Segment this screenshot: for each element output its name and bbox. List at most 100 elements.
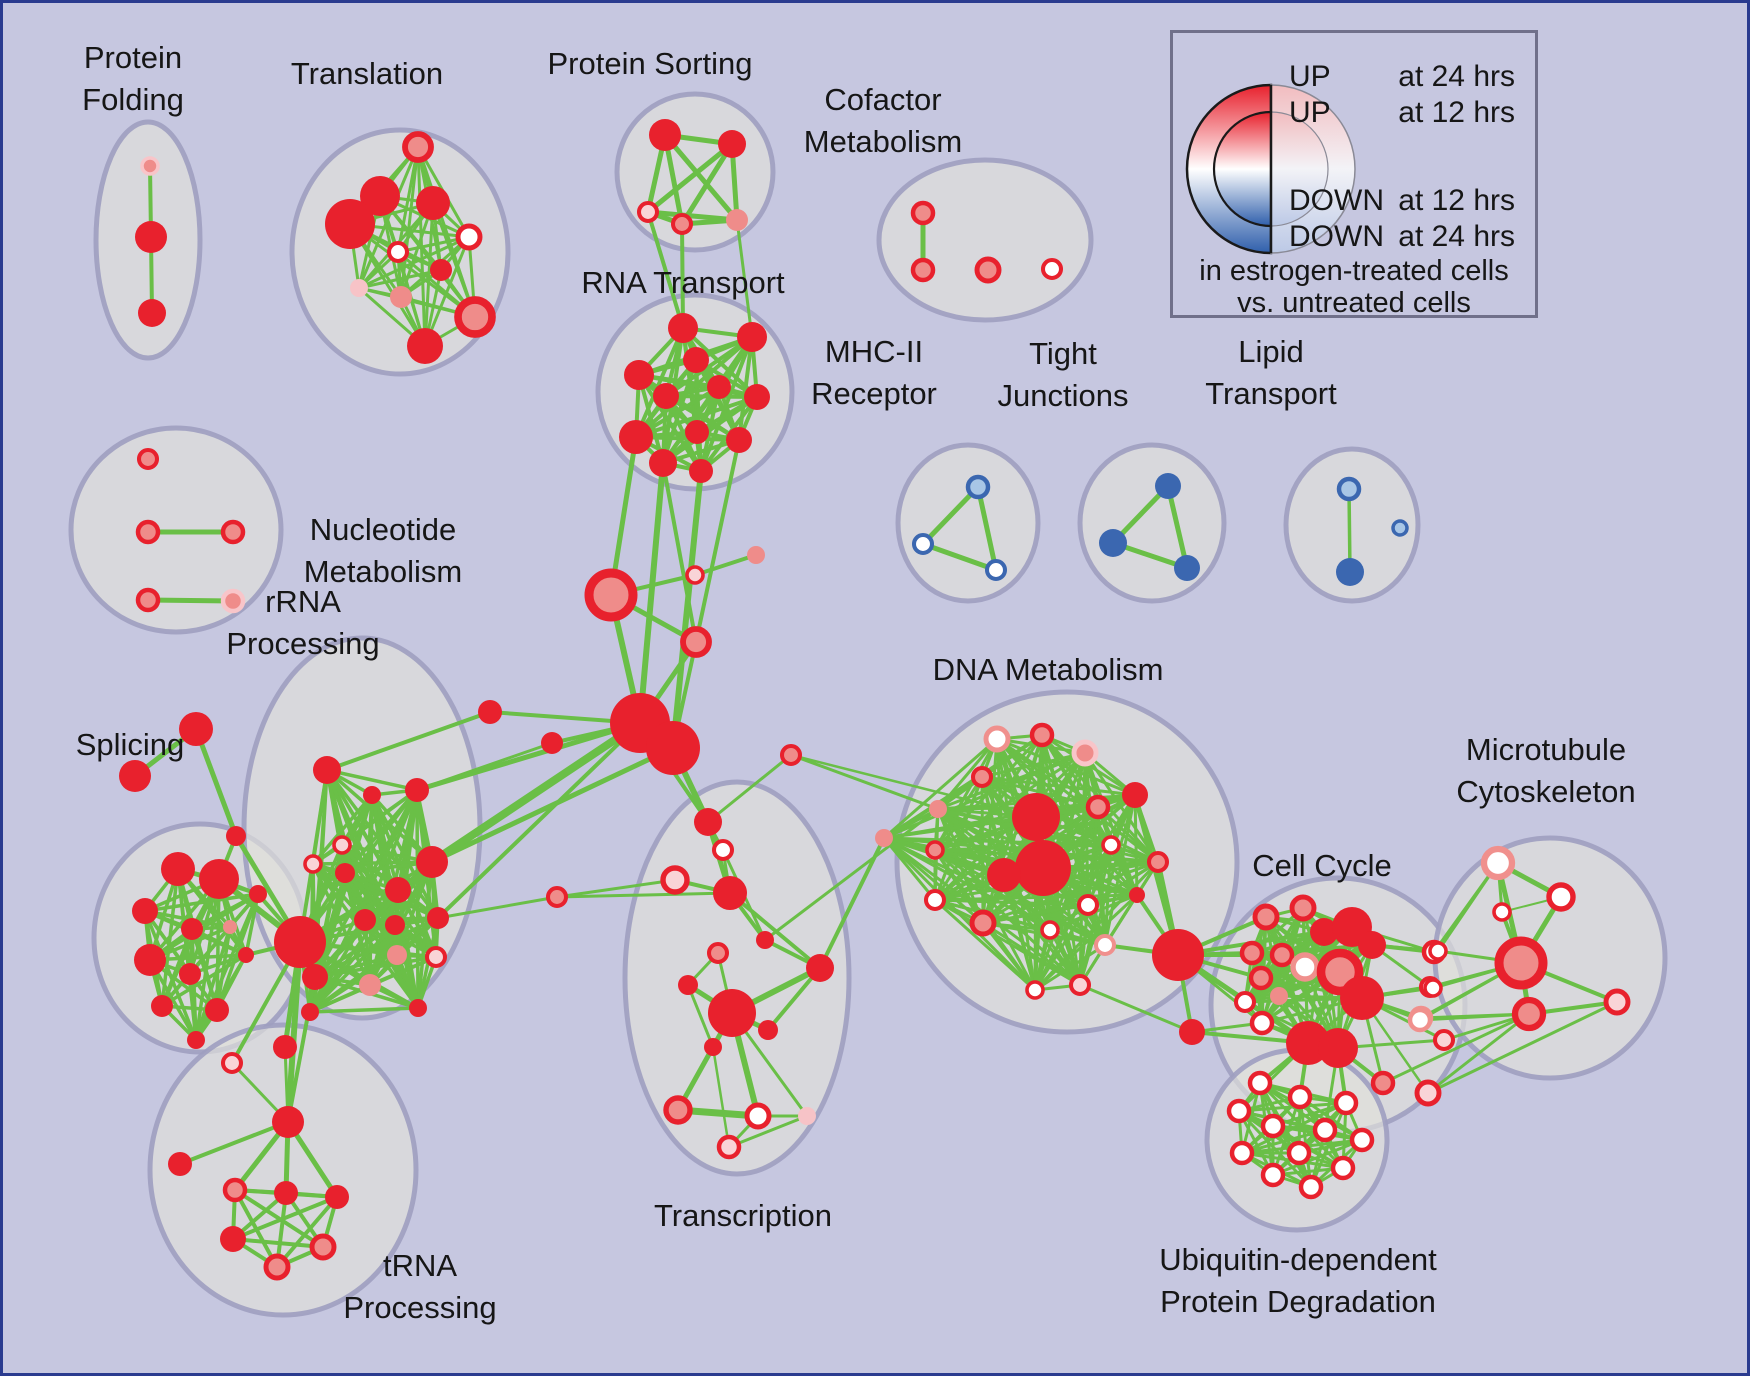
network-node-tr4 [416, 186, 450, 220]
network-node-tr6 [386, 240, 410, 264]
network-edge [645, 141, 735, 215]
network-node-ub3 [1333, 1090, 1359, 1116]
network-edge [664, 394, 759, 399]
network-edge [920, 484, 981, 547]
network-node-ub8 [1229, 1140, 1255, 1166]
legend-time-label: at 24 hrs [1398, 220, 1515, 253]
network-edge [1033, 805, 1100, 992]
network-edge [1426, 1000, 1619, 1095]
network-edge [325, 768, 419, 792]
network-node-rr9 [354, 909, 376, 931]
network-edge [670, 468, 704, 751]
network-edge [160, 927, 194, 1008]
network-node-cc13 [1358, 931, 1386, 959]
network-node-rr11 [427, 907, 449, 929]
network-edge [176, 867, 248, 957]
network-node-cf3 [974, 256, 1002, 284]
network-node-mh1 [965, 474, 991, 500]
network-node-rr8 [385, 877, 411, 903]
network-edge [980, 751, 1087, 779]
network-node-cc3 [1289, 894, 1317, 922]
cluster-label-rrna-processing: rRNA Processing [226, 584, 379, 661]
network-node-sp10 [134, 944, 166, 976]
network-node-sp15 [187, 1031, 205, 1049]
network-node-pf1 [140, 156, 160, 176]
network-edge [1426, 1012, 1531, 1095]
network-edge [1133, 793, 1139, 897]
network-edge [285, 939, 303, 1125]
network-node-dn3 [1071, 739, 1099, 767]
network-node-ch3 [685, 565, 705, 585]
cluster-ellipse-mhc [895, 442, 1041, 604]
network-edge [634, 395, 759, 439]
network-node-pf2 [135, 221, 167, 253]
network-edge [661, 461, 698, 644]
cluster-label-mhc-ii-receptor: MHC-II Receptor [811, 334, 937, 411]
network-node-ch5 [478, 700, 502, 724]
network-node-dn15 [923, 888, 947, 912]
network-node-dn22 [1068, 973, 1092, 997]
network-edge [646, 210, 685, 330]
network-edge [308, 953, 399, 1014]
network-node-tx13 [663, 1095, 693, 1125]
network-edge [686, 983, 715, 1049]
network-node-cb2 [1414, 1079, 1442, 1107]
network-edge [428, 719, 644, 866]
network-edge [1240, 1128, 1327, 1155]
cluster-ellipse-cofactor [876, 157, 1094, 323]
network-node-ub1 [1247, 1070, 1273, 1096]
network-node-rt5 [707, 375, 731, 399]
network-node-tn6 [309, 1233, 337, 1261]
network-edge [357, 145, 420, 290]
network-node-rt4 [624, 360, 654, 390]
network-edge [1096, 805, 1107, 947]
network-node-rr10 [385, 915, 405, 935]
network-node-sp4 [161, 852, 195, 886]
network-node-rt12 [689, 459, 713, 483]
network-node-dn9 [1015, 840, 1071, 896]
network-node-dn1 [983, 725, 1011, 753]
network-node-tr1 [402, 131, 434, 163]
network-node-ps5 [726, 209, 748, 231]
network-node-cc4 [1239, 940, 1265, 966]
network-edge [680, 222, 685, 330]
network-edge [933, 805, 1100, 902]
network-edge [637, 460, 666, 726]
network-node-ub2 [1287, 1084, 1313, 1110]
network-node-tx2 [711, 838, 735, 862]
cluster-label-dna-metabolism: DNA Metabolism [933, 652, 1164, 687]
network-node-sp12 [238, 947, 254, 963]
network-edge [1033, 893, 1139, 992]
network-node-dn21 [1025, 980, 1045, 1000]
network-edge [735, 218, 754, 339]
network-node-tn9 [273, 1035, 297, 1059]
network-node-rt2 [737, 322, 767, 352]
cluster-label-splicing: Splicing [76, 727, 185, 762]
network-node-tr8 [350, 279, 368, 297]
network-edge [679, 141, 735, 227]
network-node-tx8 [678, 975, 698, 995]
network-node-sp14 [205, 998, 229, 1022]
network-edge [348, 222, 477, 319]
network-node-cc6 [1290, 952, 1320, 982]
network-node-rt7 [653, 383, 679, 409]
network-node-dn7 [925, 840, 945, 860]
network-node-rr13 [302, 964, 328, 990]
network-edge [1243, 930, 1326, 1004]
network-node-tr9 [390, 286, 412, 308]
legend-time-label: at 12 hrs [1398, 184, 1515, 217]
network-node-rr17 [409, 999, 427, 1017]
legend-disc-icon [1185, 83, 1356, 255]
network-node-cc0 [1152, 929, 1204, 981]
network-node-nm5 [220, 588, 246, 614]
cluster-label-rna-transport: RNA Transport [581, 265, 785, 300]
network-node-tx3 [660, 865, 690, 895]
network-node-rr7 [416, 846, 448, 878]
network-edge [1436, 861, 1500, 953]
legend-caption-line2: vs. untreated cells [1237, 287, 1471, 319]
network-node-mh3 [984, 558, 1008, 582]
network-node-dn17 [1076, 893, 1100, 917]
legend-direction-label: UP [1289, 60, 1331, 93]
